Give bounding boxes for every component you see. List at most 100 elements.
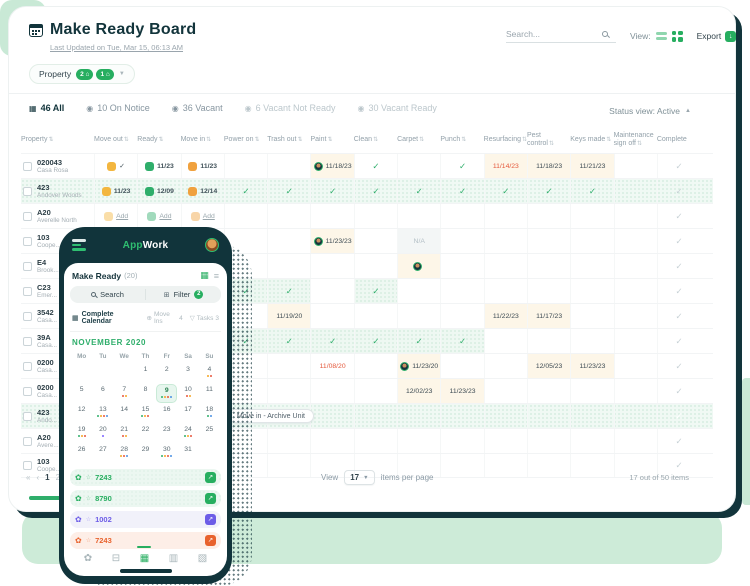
calendar-day[interactable]: 9 xyxy=(156,384,178,403)
column-header-move-out[interactable]: Move out⇅ xyxy=(94,136,137,144)
row-checkbox[interactable] xyxy=(23,386,32,396)
column-header-complete[interactable]: Complete xyxy=(657,136,700,144)
column-header-trash-out[interactable]: Trash out⇅ xyxy=(267,136,310,144)
date-cell[interactable]: 11/21/23 xyxy=(570,154,614,178)
search-input[interactable] xyxy=(506,29,602,39)
calendar-day[interactable]: 10 xyxy=(177,384,198,403)
sort-icon[interactable]: ⇅ xyxy=(206,136,212,143)
tab-46-all[interactable]: ▦ 46 All xyxy=(29,103,64,113)
row-checkbox[interactable] xyxy=(23,411,32,421)
date-cell[interactable]: 11/23/23 xyxy=(440,379,484,403)
unit-list-item[interactable]: ✿ ☆ 1002 ↗ xyxy=(70,511,221,528)
row-checkbox[interactable] xyxy=(23,311,32,321)
move-in-cell[interactable]: 11/23 xyxy=(180,154,224,178)
ready-cell[interactable]: 11/23 xyxy=(137,154,180,178)
calendar-day[interactable]: 17 xyxy=(177,404,198,423)
calendar-day[interactable]: 22 xyxy=(135,424,156,443)
sort-icon[interactable]: ⇅ xyxy=(254,136,260,143)
open-arrow-icon[interactable]: ↗ xyxy=(205,493,216,504)
sort-icon[interactable]: ⇅ xyxy=(123,136,129,143)
calendar-day[interactable]: 23 xyxy=(156,424,177,443)
calendar-day[interactable]: 2 xyxy=(156,364,177,383)
sort-icon[interactable]: ⇅ xyxy=(637,141,643,147)
row-checkbox[interactable] xyxy=(23,361,32,371)
calendar-day[interactable]: 1 xyxy=(135,364,156,383)
archive-icon[interactable]: ▧ xyxy=(197,553,208,564)
page-number[interactable]: 2 xyxy=(55,473,61,482)
page-number[interactable]: 1 xyxy=(45,473,50,482)
column-header-resurfacing[interactable]: Resurfacing⇅ xyxy=(484,136,527,144)
grid-view-icon[interactable]: ▦ xyxy=(200,270,209,280)
unit-list-item[interactable]: ✿ ☆ 7243 ↗ xyxy=(70,469,221,486)
sort-icon[interactable]: ⇅ xyxy=(158,136,164,143)
row-checkbox[interactable] xyxy=(23,336,32,346)
row-checkbox[interactable] xyxy=(23,436,32,446)
tasks-toggle[interactable]: ▽ Tasks 3 xyxy=(190,314,219,323)
sort-icon[interactable]: ⇅ xyxy=(548,141,555,147)
sort-icon[interactable]: ⇅ xyxy=(373,136,379,143)
row-checkbox[interactable] xyxy=(23,286,32,296)
date-cell[interactable]: 11/14/23 xyxy=(483,154,527,178)
column-header-maintenance-sign-off[interactable]: Maintenance sign off⇅ xyxy=(614,132,657,148)
tab-6-vacant-not-ready[interactable]: ◉ 6 Vacant Not Ready xyxy=(245,103,336,113)
complete-cell-done[interactable]: ✓ xyxy=(656,404,700,428)
status-view-dropdown[interactable]: Status view: Active ▲ xyxy=(609,106,691,116)
column-header-paint[interactable]: Paint⇅ xyxy=(310,136,353,144)
chevron-down-icon[interactable]: ▼ xyxy=(118,71,125,77)
list-view-icon[interactable] xyxy=(655,31,667,42)
calendar-day[interactable]: 27 xyxy=(92,444,113,463)
calendar-day[interactable]: 28 xyxy=(114,444,135,463)
open-arrow-icon[interactable]: ↗ xyxy=(205,472,216,483)
column-header-ready[interactable]: Ready⇅ xyxy=(137,136,180,144)
row-checkbox[interactable] xyxy=(23,261,32,271)
calendar-day[interactable]: 7 xyxy=(114,384,135,403)
printer-icon[interactable]: ⊟ xyxy=(111,553,121,564)
row-checkbox[interactable] xyxy=(23,161,32,171)
phone-filter-button[interactable]: ⊞ Filter 2 xyxy=(146,290,221,299)
row-checkbox[interactable] xyxy=(23,236,32,246)
open-arrow-icon[interactable]: ↗ xyxy=(205,514,216,525)
calendar-day[interactable]: 29 xyxy=(135,444,156,463)
move-ins-toggle[interactable]: ⊕ Move Ins 4 xyxy=(146,311,182,325)
sort-icon[interactable]: ⇅ xyxy=(419,136,425,143)
calendar-day[interactable]: 30 xyxy=(156,444,177,463)
pager-arrow[interactable]: ‹ xyxy=(36,473,40,482)
ready-cell[interactable]: 12/09 xyxy=(137,179,180,203)
open-arrow-icon[interactable]: ↗ xyxy=(205,535,216,546)
avatar[interactable] xyxy=(204,238,219,252)
calendar-day[interactable]: 20 xyxy=(92,424,113,443)
column-header-punch[interactable]: Punch⇅ xyxy=(440,136,483,144)
calendar-icon[interactable]: ▦ xyxy=(139,553,150,564)
property-filter-chip[interactable]: Property 2 ⌂ 1 ⌂ ▼ xyxy=(29,64,135,84)
search-icon[interactable] xyxy=(602,31,608,37)
unit-list-item[interactable]: ✿ ☆ 8790 ↗ xyxy=(70,490,221,507)
list-view-icon[interactable]: ≡ xyxy=(213,270,219,281)
export-button[interactable]: Export ↓ xyxy=(697,30,737,42)
column-header-keys-made[interactable]: Keys made⇅ xyxy=(570,136,613,144)
kanban-icon[interactable]: ▥ xyxy=(168,553,179,564)
tab-10-on-notice[interactable]: ◉ 10 On Notice xyxy=(86,103,150,113)
calendar-day[interactable]: 24 xyxy=(177,424,198,443)
date-cell[interactable] xyxy=(397,254,441,278)
move-out-cell[interactable]: 11/23 xyxy=(94,179,137,203)
calendar-day[interactable]: 14 xyxy=(114,404,135,423)
tab-30-vacant-ready[interactable]: ◉ 30 Vacant Ready xyxy=(358,103,437,113)
move-in-cell[interactable]: 12/14 xyxy=(180,179,224,203)
ready-cell[interactable]: Add xyxy=(137,204,180,228)
date-cell[interactable]: 11/08/20 xyxy=(310,354,353,378)
sort-icon[interactable]: ⇅ xyxy=(606,136,612,143)
page-size-select[interactable]: 17 ▼ xyxy=(344,470,375,485)
row-checkbox[interactable] xyxy=(23,186,32,196)
appwork-logo-icon[interactable] xyxy=(72,239,86,251)
pager-arrow[interactable]: « xyxy=(26,473,31,482)
calendar-day[interactable]: 6 xyxy=(92,384,113,403)
calendar-day[interactable]: 11 xyxy=(199,384,220,403)
calendar-day[interactable]: 16 xyxy=(156,404,177,423)
move-out-cell[interactable]: Add xyxy=(94,204,137,228)
date-cell[interactable]: 11/18/23 xyxy=(310,154,354,178)
calendar-day[interactable]: 5 xyxy=(71,384,92,403)
phone-search-button[interactable]: Search xyxy=(70,290,145,299)
row-checkbox[interactable] xyxy=(23,461,32,470)
calendar-day[interactable]: 3 xyxy=(177,364,198,383)
grid-view-icon[interactable] xyxy=(671,30,683,42)
